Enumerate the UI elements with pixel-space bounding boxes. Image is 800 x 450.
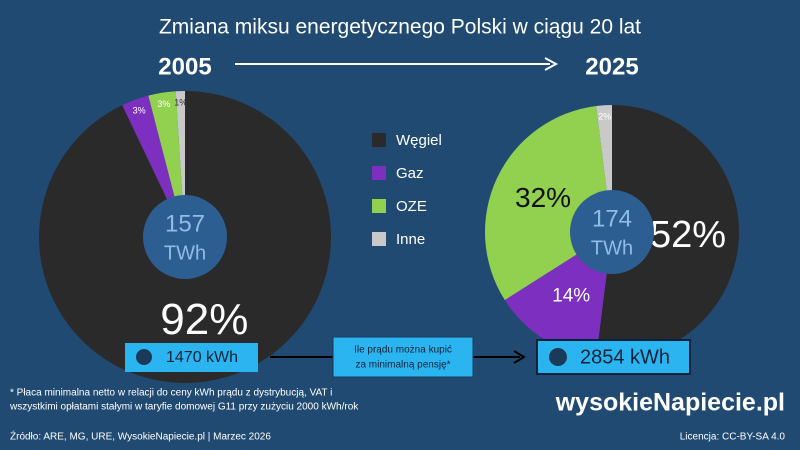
slice-label: 52% [650,214,726,256]
footnote: wszystkimi opłatami stałymi w taryfie do… [9,402,359,413]
note-box [332,336,474,378]
legend-swatch [372,133,386,147]
slice-label: 3% [133,105,146,115]
source: Źródło: ARE, MG, URE, WysokieNapiecie.pl… [10,430,271,443]
legend: Węgiel Gaz OZE Inne [372,132,442,248]
legend-swatch [372,232,386,246]
slice-label: 2% [598,112,611,122]
slice-label: 14% [552,285,590,306]
note: Ile prądu można kupić [354,345,452,356]
center-hole [570,190,654,274]
year-label: 2025 [585,53,638,80]
pie-slice [596,105,740,360]
arrow-head [513,350,526,364]
slice-label: 92% [160,295,248,344]
center-total: 157 [165,210,205,237]
center-hole [143,195,227,279]
coin-icon [136,349,152,365]
slice-label: 1% [174,97,187,107]
footnote: * Płaca minimalna netto w relacji do cen… [10,388,332,399]
legend-label: Gaz [396,165,424,182]
kwh-value: 2854 kWh [580,346,670,368]
center-unit: TWh [591,237,633,259]
slice-label: 32% [515,182,571,213]
legend-label: Węgiel [396,132,442,149]
license: Licencja: CC-BY-SA 4.0 [680,432,786,443]
arrow-head [544,57,559,71]
legend-swatch [372,199,386,213]
year-label: 2005 [158,53,211,80]
legend-label: OZE [396,198,427,215]
legend-swatch [372,166,386,180]
title: Zmiana miksu energetycznego Polski w cią… [159,16,641,39]
coin-icon [549,348,567,366]
center-unit: TWh [164,242,206,264]
kwh-value: 1470 kWh [166,349,238,366]
note: za minimalną pensję* [355,360,450,371]
legend-label: Inne [396,231,425,248]
slice-label: 3% [157,99,170,109]
brand: wysokieNapiecie.pl [555,389,785,417]
center-total: 174 [592,205,632,232]
pies: 92% 3% 3% 1% 157 TWh 52% 14% 32% 2% 174 TWh [38,91,740,384]
